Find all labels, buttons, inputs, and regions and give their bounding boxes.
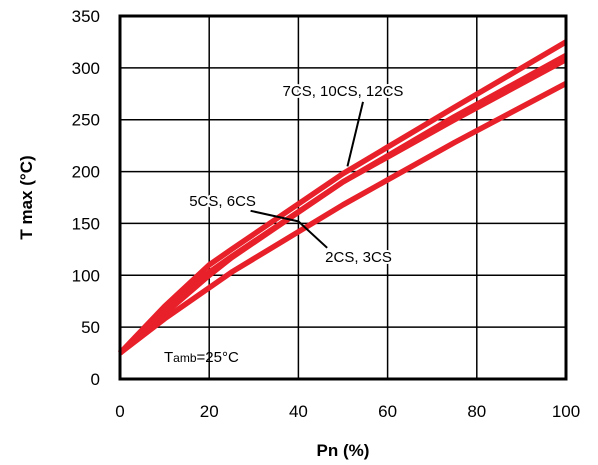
- annotation-label: 7CS, 10CS, 12CS: [283, 83, 404, 100]
- plot-frame: [118, 14, 568, 381]
- x-axis-title: Pn (%): [317, 441, 370, 460]
- grid: [119, 15, 567, 380]
- y-tick-label: 300: [72, 59, 100, 78]
- annotation-label: 5CS, 6CS: [189, 193, 256, 210]
- x-tick-label: 20: [200, 402, 219, 421]
- x-tick-label: 80: [467, 402, 486, 421]
- x-tick-label: 100: [552, 402, 580, 421]
- y-tick-label: 250: [72, 111, 100, 130]
- annotation-leader-0: [346, 101, 364, 167]
- y-tick-label: 50: [81, 318, 100, 337]
- ambient-label-rest: =25°C: [197, 349, 239, 366]
- y-tick-label: 100: [72, 266, 100, 285]
- ambient-label-main: T: [164, 349, 173, 366]
- ambient-label-sub: amb: [173, 351, 197, 365]
- annotation-label: 2CS, 3CS: [325, 249, 392, 266]
- y-tick-label: 0: [91, 370, 100, 389]
- series-line-3: [118, 80, 568, 356]
- y-tick-labels: 0 50 100 150 200 250 300 350: [72, 7, 100, 389]
- series-lines: [118, 39, 568, 356]
- x-tick-label: 0: [115, 402, 124, 421]
- y-tick-label: 350: [72, 7, 100, 26]
- series-line-0: [118, 39, 568, 355]
- ambient-label: Tamb=25°C: [164, 349, 239, 366]
- annotation-leader-1: [250, 209, 299, 223]
- y-tick-label: 200: [72, 163, 100, 182]
- annotation-leader-2: [297, 220, 328, 249]
- x-tick-label: 40: [289, 402, 308, 421]
- series-line-2: [118, 57, 568, 356]
- y-tick-label: 150: [72, 214, 100, 233]
- x-tick-label: 60: [378, 402, 397, 421]
- annotations: 7CS, 10CS, 12CS 5CS, 6CS 2CS, 3CS: [187, 81, 405, 268]
- y-axis-title: T max (°C): [17, 155, 36, 239]
- x-tick-labels: 0 20 40 60 80 100: [115, 402, 580, 421]
